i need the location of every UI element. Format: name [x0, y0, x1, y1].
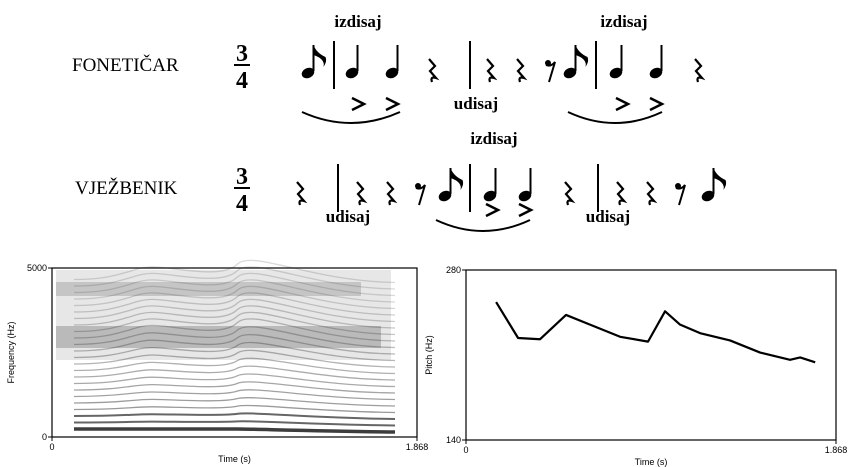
x-tick-label: 0: [463, 445, 468, 455]
meter-top: 3: [236, 164, 248, 190]
harmonic: [74, 421, 395, 425]
y-axis-label: Frequency (Hz): [6, 321, 16, 383]
x-axis-label: Time (s): [635, 457, 668, 467]
quarter-rest: [695, 59, 702, 82]
slur: [302, 112, 400, 123]
x-tick-label: 1.868: [406, 442, 429, 452]
eighth-rest: [546, 62, 555, 82]
harmonic: [74, 429, 395, 432]
slur: [436, 220, 530, 231]
annotation: izdisaj: [470, 129, 517, 148]
harmonic: [74, 413, 395, 419]
slur: [568, 112, 662, 123]
note-flag: [314, 45, 327, 67]
annotation: udisaj: [586, 207, 630, 226]
eighth-rest: [416, 185, 425, 205]
row-label: VJEŽBENIK: [75, 177, 178, 199]
y-tick-label: 280: [446, 265, 461, 275]
annotation: udisaj: [454, 94, 498, 113]
quarter-rest: [387, 182, 394, 205]
x-axis-label: Time (s): [218, 454, 251, 464]
annotation: izdisaj: [334, 12, 381, 31]
figure: FONETIČAR34VJEŽBENIK34izdisajizdisajudis…: [0, 0, 850, 467]
x-tick-label: 1.868: [825, 445, 848, 455]
meter-bottom: 4: [236, 68, 248, 94]
accent: [519, 204, 531, 216]
accent: [616, 98, 628, 110]
meter-bottom: 4: [236, 191, 248, 217]
quarter-rest: [297, 182, 304, 205]
plot-frame: [466, 270, 836, 440]
x-tick-label: 0: [49, 442, 54, 452]
quarter-rest: [647, 182, 654, 205]
meter-top: 3: [236, 41, 248, 67]
quarter-rest: [429, 59, 436, 82]
pitch-line: [496, 302, 815, 362]
row-label: FONETIČAR: [72, 54, 179, 76]
y-tick-label: 5000: [27, 263, 47, 273]
eighth-rest: [676, 185, 685, 205]
y-tick-label: 140: [446, 435, 461, 445]
accent: [650, 98, 662, 110]
note-flag: [576, 45, 589, 67]
accent: [386, 98, 398, 110]
harmonic: [74, 406, 395, 413]
y-tick-label: 0: [42, 432, 47, 442]
accent: [352, 98, 364, 110]
harmonic: [74, 398, 395, 406]
annotation: izdisaj: [600, 12, 647, 31]
harmonic: [74, 366, 395, 380]
quarter-rest: [357, 182, 364, 205]
accent: [486, 204, 498, 216]
note-flag: [714, 168, 727, 190]
annotation: udisaj: [326, 207, 370, 226]
y-axis-label: Pitch (Hz): [424, 335, 434, 375]
quarter-rest: [565, 182, 572, 205]
quarter-rest: [487, 59, 494, 82]
quarter-rest: [617, 182, 624, 205]
note-flag: [451, 168, 464, 190]
quarter-rest: [517, 59, 524, 82]
harmonic: [74, 358, 395, 373]
